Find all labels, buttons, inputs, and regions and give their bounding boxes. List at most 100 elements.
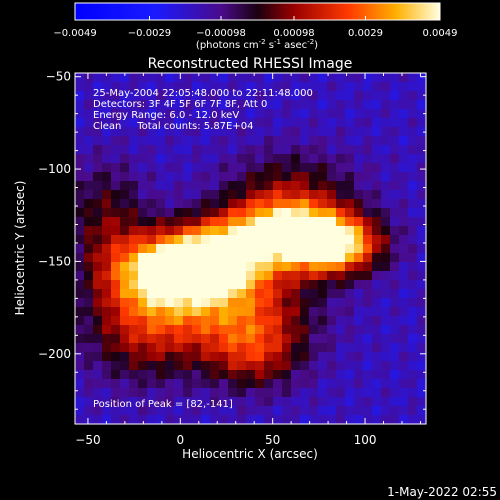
heatmap-cell xyxy=(75,361,85,371)
heatmap-cell xyxy=(381,298,391,308)
heatmap-cell xyxy=(93,253,103,263)
heatmap-cell xyxy=(237,145,247,155)
heatmap-cell xyxy=(165,235,175,245)
heatmap-cell xyxy=(273,253,283,263)
heatmap-cell xyxy=(183,271,193,281)
heatmap-cell xyxy=(120,190,130,200)
heatmap-cell xyxy=(408,208,418,218)
heatmap-cell xyxy=(246,82,256,92)
heatmap-cell xyxy=(183,82,193,92)
heatmap-cell xyxy=(282,118,292,128)
heatmap-cell xyxy=(147,244,157,254)
heatmap-cell xyxy=(111,415,121,425)
heatmap-cell xyxy=(318,334,328,344)
heatmap-cell xyxy=(210,298,220,308)
heatmap-cell xyxy=(273,280,283,290)
heatmap-cell xyxy=(372,109,382,119)
heatmap-cell xyxy=(129,127,139,137)
heatmap-cell xyxy=(309,352,319,362)
heatmap-cell xyxy=(147,208,157,218)
heatmap-cell xyxy=(354,181,364,191)
heatmap-cell xyxy=(255,154,265,164)
heatmap-cell xyxy=(345,82,355,92)
heatmap-cell xyxy=(417,352,427,362)
heatmap-cell xyxy=(228,217,238,227)
heatmap-cell xyxy=(282,280,292,290)
heatmap-cell xyxy=(201,127,211,137)
heatmap-cell xyxy=(192,136,202,146)
heatmap-cell xyxy=(327,235,337,245)
heatmap-cell xyxy=(174,415,184,425)
heatmap-cell xyxy=(336,361,346,371)
heatmap-cell xyxy=(192,190,202,200)
heatmap-cell xyxy=(219,127,229,137)
heatmap-cell xyxy=(201,244,211,254)
heatmap-cell xyxy=(336,190,346,200)
heatmap-cell xyxy=(129,235,139,245)
heatmap-cell xyxy=(363,271,373,281)
heatmap-cell xyxy=(309,226,319,236)
heatmap-cell xyxy=(246,100,256,110)
heatmap-cell xyxy=(282,307,292,317)
heatmap-cell xyxy=(75,235,85,245)
heatmap-cell xyxy=(390,154,400,164)
heatmap-cell xyxy=(165,226,175,236)
heatmap-cell xyxy=(354,199,364,209)
heatmap-cell xyxy=(102,253,112,263)
heatmap-cell xyxy=(138,208,148,218)
heatmap-cell xyxy=(246,343,256,353)
heatmap-cell xyxy=(354,226,364,236)
heatmap-cell xyxy=(345,109,355,119)
heatmap-cell xyxy=(372,199,382,209)
heatmap-cell xyxy=(300,163,310,173)
heatmap-cell xyxy=(192,415,202,425)
heatmap-cell xyxy=(372,415,382,425)
heatmap-cell xyxy=(138,100,148,110)
heatmap-cell xyxy=(84,262,94,272)
heatmap-cell xyxy=(390,91,400,101)
heatmap-cell xyxy=(165,307,175,317)
heatmap-cell xyxy=(93,334,103,344)
heatmap-cell xyxy=(120,316,130,326)
heatmap-cell xyxy=(336,388,346,398)
heatmap-cell xyxy=(147,136,157,146)
heatmap-cell xyxy=(129,208,139,218)
heatmap-cell xyxy=(408,262,418,272)
heatmap-cell xyxy=(84,163,94,173)
heatmap-cell xyxy=(75,298,85,308)
heatmap-cell xyxy=(120,370,130,380)
heatmap-cell xyxy=(390,190,400,200)
heatmap-cell xyxy=(210,181,220,191)
heatmap-cell xyxy=(318,163,328,173)
heatmap-cell xyxy=(318,298,328,308)
heatmap-cell xyxy=(219,397,229,407)
heatmap-cell xyxy=(417,235,427,245)
heatmap-cell xyxy=(174,163,184,173)
heatmap-cell xyxy=(372,298,382,308)
heatmap-cell xyxy=(309,244,319,254)
heatmap-cell xyxy=(336,226,346,236)
heatmap-cell xyxy=(219,298,229,308)
heatmap-cell xyxy=(183,118,193,128)
heatmap-cell xyxy=(417,253,427,263)
heatmap-cell xyxy=(219,172,229,182)
heatmap-cell xyxy=(102,208,112,218)
heatmap-cell xyxy=(138,271,148,281)
heatmap-cell xyxy=(219,415,229,425)
heatmap-cell xyxy=(165,82,175,92)
heatmap-cell xyxy=(264,217,274,227)
heatmap-cell xyxy=(336,181,346,191)
heatmap-cell xyxy=(75,181,85,191)
heatmap-cell xyxy=(147,271,157,281)
heatmap-cell xyxy=(363,397,373,407)
heatmap-cell xyxy=(345,262,355,272)
heatmap-cell xyxy=(354,127,364,137)
heatmap-cell xyxy=(246,289,256,299)
heatmap-cell xyxy=(228,154,238,164)
heatmap-cell xyxy=(255,172,265,182)
heatmap-cell xyxy=(246,406,256,416)
heatmap-cell xyxy=(273,397,283,407)
heatmap-cell xyxy=(336,82,346,92)
x-axis-label: Heliocentric X (arcsec) xyxy=(182,447,318,461)
heatmap-cell xyxy=(273,100,283,110)
